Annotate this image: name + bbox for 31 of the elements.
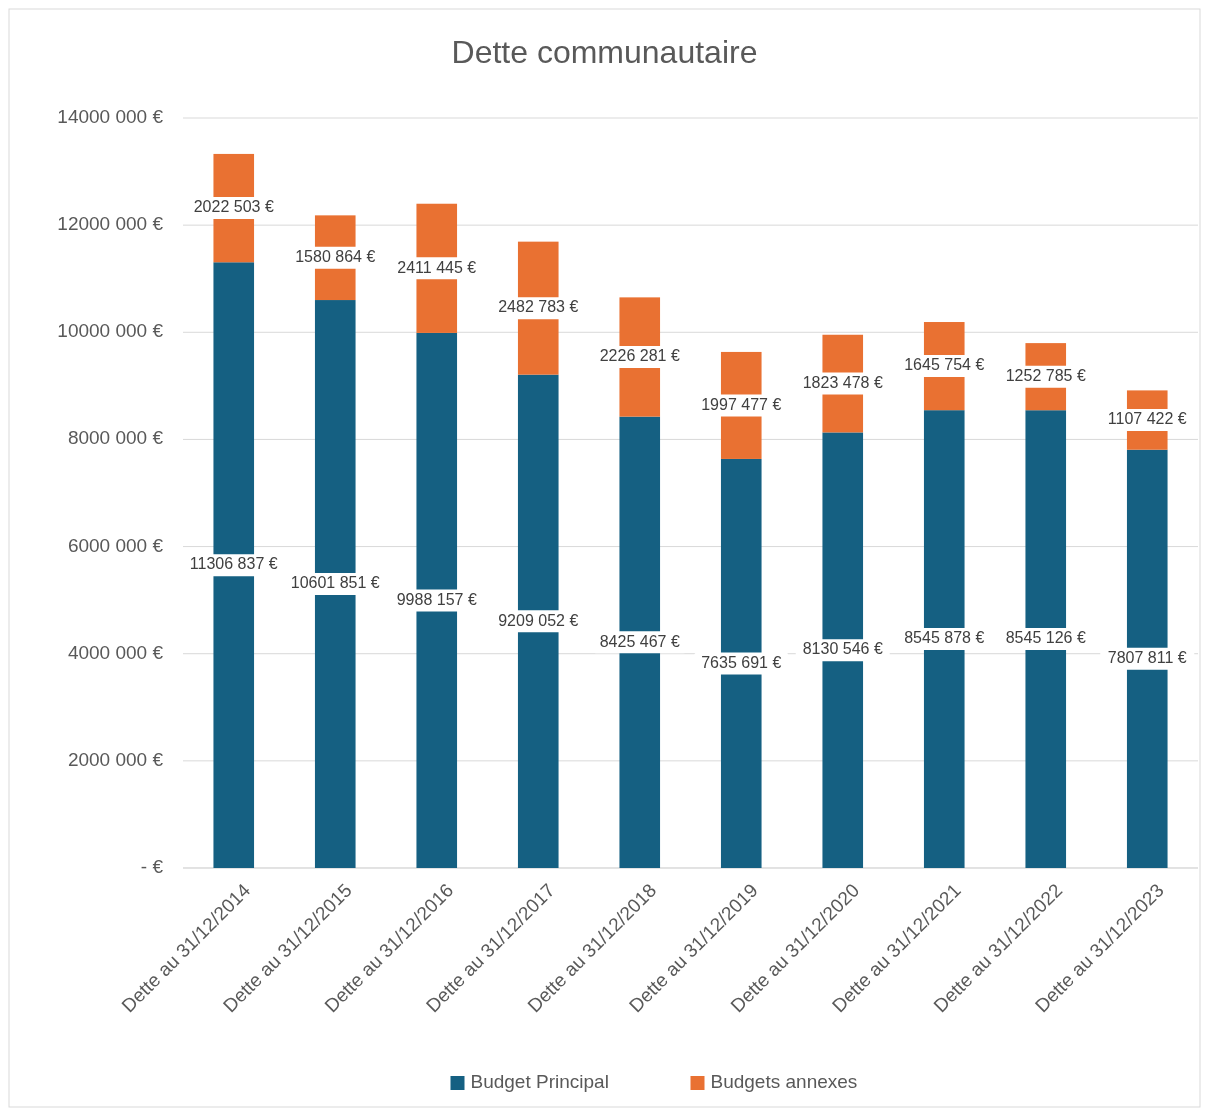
y-tick-label: 2000 000 € — [67, 748, 164, 770]
y-tick-label: 4000 000 € — [67, 641, 164, 663]
legend-label: Budgets annexes — [710, 1071, 858, 1093]
data-label: 1997 477 € — [701, 395, 782, 413]
data-label: 2482 783 € — [498, 298, 579, 316]
data-label: 1823 478 € — [802, 373, 883, 391]
data-label: 1580 864 € — [295, 247, 376, 265]
y-tick-label: 10000 000 € — [57, 320, 164, 342]
data-label: 8130 546 € — [802, 640, 883, 658]
data-label: 10601 851 € — [290, 574, 380, 592]
data-label: 1645 754 € — [904, 356, 985, 374]
y-tick-label: 6000 000 € — [67, 534, 164, 556]
y-tick-label: 14000 000 € — [57, 106, 164, 128]
y-tick-label: 8000 000 € — [67, 427, 164, 449]
data-label: 1107 422 € — [1107, 410, 1187, 428]
y-tick-label: - € — [140, 856, 164, 878]
y-tick-label: 12000 000 € — [57, 213, 164, 235]
data-label: 9209 052 € — [498, 611, 579, 629]
data-label: 7635 691 € — [701, 653, 782, 671]
data-label: 2226 281 € — [599, 347, 680, 365]
data-label: 8545 126 € — [1005, 629, 1086, 647]
chart-title: Dette communautaire — [451, 34, 758, 70]
data-label: 1252 785 € — [1005, 366, 1086, 384]
data-label: 8425 467 € — [599, 632, 680, 650]
data-label: 9988 157 € — [396, 590, 477, 608]
data-label: 11306 837 € — [189, 555, 278, 573]
legend-label: Budget Principal — [470, 1071, 609, 1093]
data-label: 2411 445 € — [397, 258, 477, 276]
data-label: 2022 503 € — [193, 198, 274, 216]
data-label: 8545 878 € — [904, 629, 985, 647]
data-label: 7807 811 € — [1107, 649, 1187, 667]
